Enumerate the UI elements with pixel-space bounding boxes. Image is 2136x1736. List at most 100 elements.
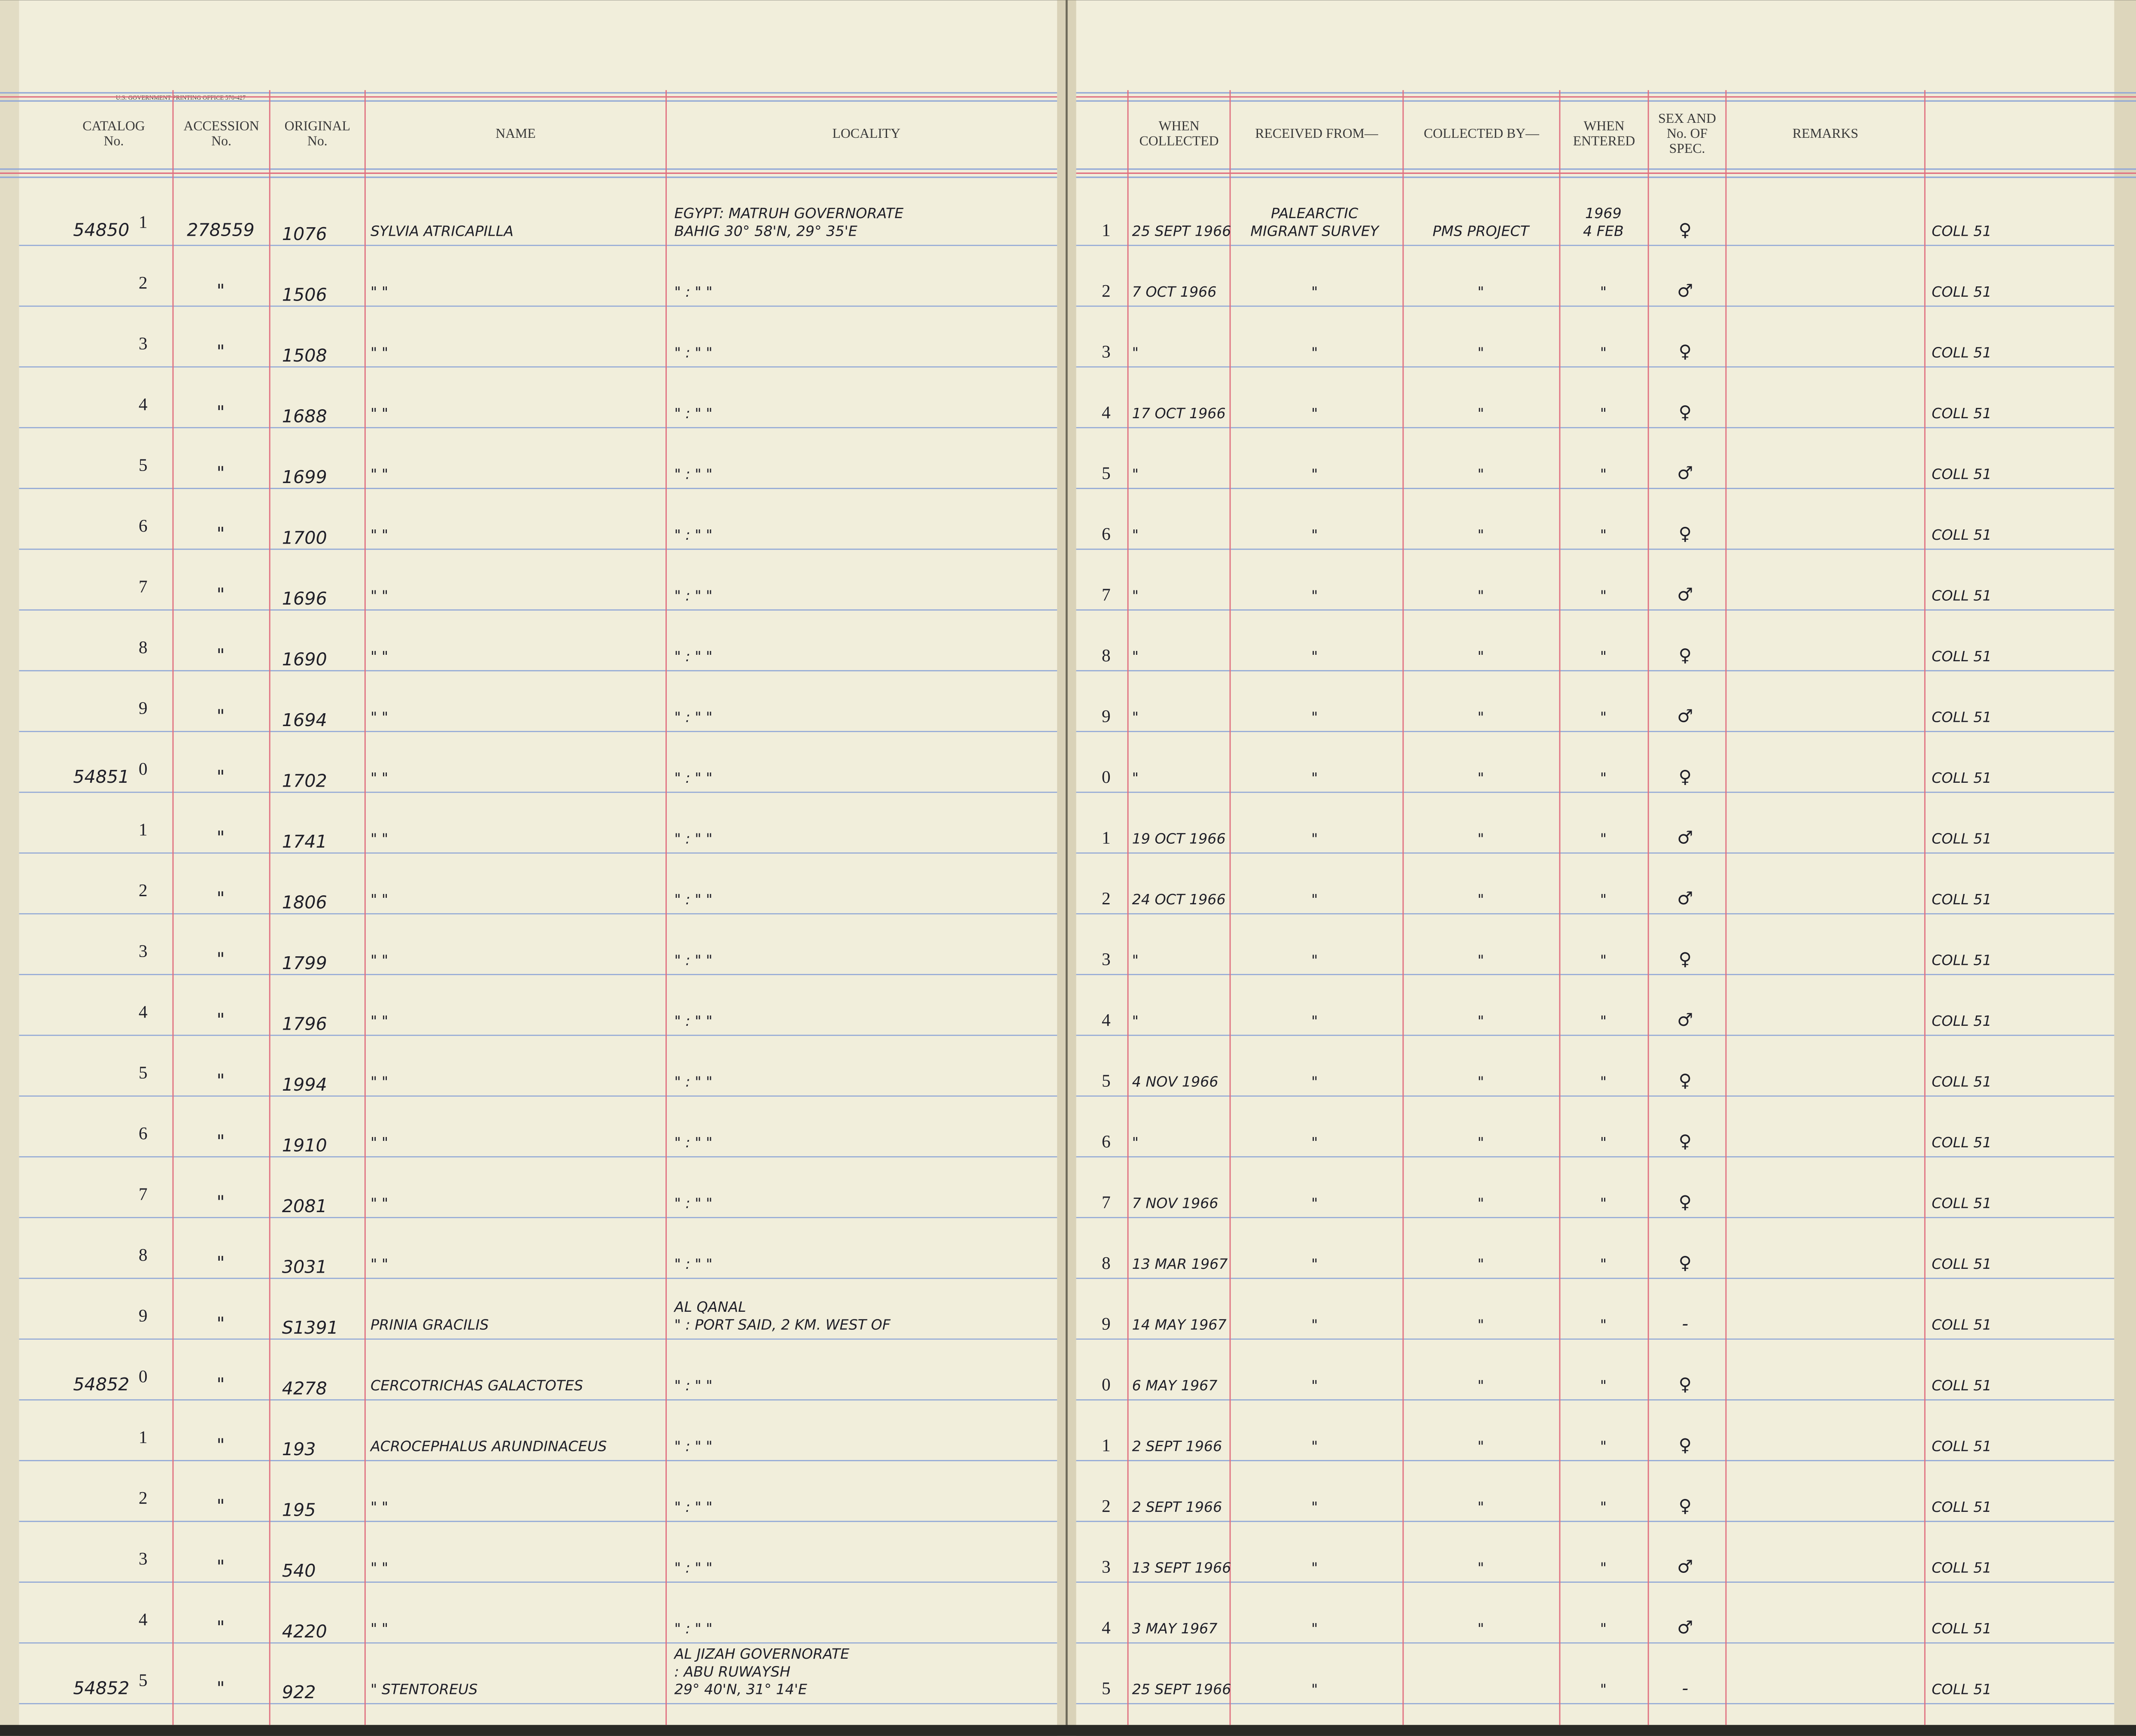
collected-by: " bbox=[1477, 1073, 1484, 1090]
remarks: COLL 51 bbox=[1932, 1620, 1992, 1637]
line-no: 3 bbox=[1102, 1557, 1111, 1576]
accession-no: " bbox=[217, 827, 225, 848]
accession-no: " bbox=[217, 1678, 225, 1699]
locality: " : " " bbox=[675, 283, 713, 300]
name: " " bbox=[371, 648, 388, 665]
remarks: COLL 51 bbox=[1932, 1073, 1992, 1090]
original-no: 193 bbox=[282, 1439, 316, 1459]
sex: ♂ bbox=[1677, 888, 1693, 909]
when-entered: 1969 bbox=[1585, 205, 1622, 222]
accession-no: " bbox=[217, 1374, 225, 1395]
when-entered: " bbox=[1600, 1377, 1607, 1394]
name: SYLVIA ATRICAPILLA bbox=[371, 222, 513, 239]
locality: " : " " bbox=[675, 830, 713, 847]
when-entered: 4 FEB bbox=[1583, 222, 1624, 239]
accession-no: " bbox=[217, 1435, 225, 1455]
line-no: 8 bbox=[1102, 1253, 1111, 1273]
received-from: " bbox=[1311, 1073, 1318, 1090]
line-no: 3 bbox=[1102, 949, 1111, 969]
when-collected: 14 MAY 1967 bbox=[1132, 1316, 1227, 1333]
sex: ♀ bbox=[1679, 1192, 1692, 1212]
accession-no: " bbox=[217, 949, 225, 969]
when-collected: 6 MAY 1967 bbox=[1132, 1377, 1218, 1394]
original-no: 1702 bbox=[282, 770, 327, 791]
original-no: 2081 bbox=[282, 1196, 327, 1216]
column-header: No. OF bbox=[1667, 126, 1708, 141]
line-no: 8 bbox=[139, 637, 148, 657]
accession-no: " bbox=[217, 1009, 225, 1030]
accession-no: " bbox=[217, 462, 225, 483]
line-no: 9 bbox=[1102, 1313, 1111, 1333]
when-entered: " bbox=[1600, 952, 1607, 968]
when-entered: " bbox=[1600, 1073, 1607, 1090]
accession-no: " bbox=[217, 1313, 225, 1334]
received-from: " bbox=[1311, 708, 1318, 725]
original-no: 1741 bbox=[282, 831, 327, 852]
column-header: COLLECTED bbox=[1139, 133, 1219, 148]
column-header: REMARKS bbox=[1793, 126, 1858, 141]
collected-by: " bbox=[1477, 587, 1484, 604]
received-from: " bbox=[1311, 1377, 1318, 1394]
original-no: 3031 bbox=[282, 1256, 327, 1277]
sex: ♂ bbox=[1677, 705, 1693, 726]
when-entered: " bbox=[1600, 283, 1607, 300]
accession-no: " bbox=[217, 645, 225, 666]
column-header: ENTERED bbox=[1573, 133, 1635, 148]
locality: " : " " bbox=[675, 769, 713, 786]
page-edge bbox=[2114, 0, 2136, 1736]
column-header: WHEN bbox=[1159, 118, 1200, 133]
sex: ♀ bbox=[1679, 766, 1692, 787]
name: " " bbox=[371, 1559, 388, 1576]
received-from: " bbox=[1311, 1134, 1318, 1151]
locality: " : " " bbox=[675, 344, 713, 361]
remarks: COLL 51 bbox=[1932, 648, 1992, 665]
when-entered: " bbox=[1600, 465, 1607, 482]
accession-no: 278559 bbox=[187, 219, 254, 240]
remarks: COLL 51 bbox=[1932, 222, 1992, 239]
when-collected: " bbox=[1132, 1012, 1139, 1029]
sex: ♀ bbox=[1679, 949, 1692, 969]
line-no: 6 bbox=[1102, 1131, 1111, 1151]
name: " STENTOREUS bbox=[371, 1681, 478, 1698]
line-no: 7 bbox=[1102, 584, 1111, 604]
line-no: 1 bbox=[1102, 220, 1111, 240]
name: " " bbox=[371, 891, 388, 908]
original-no: 1696 bbox=[282, 588, 327, 609]
locality: " : " " bbox=[675, 1438, 713, 1454]
remarks: COLL 51 bbox=[1932, 587, 1992, 604]
line-no: 5 bbox=[139, 1062, 148, 1082]
when-entered: " bbox=[1600, 769, 1607, 786]
original-no: 1694 bbox=[282, 710, 327, 730]
sex: ♀ bbox=[1679, 1070, 1692, 1091]
line-no: 7 bbox=[139, 576, 148, 596]
column-header: SPEC. bbox=[1669, 141, 1705, 156]
collected-by: " bbox=[1477, 1012, 1484, 1029]
name: " " bbox=[371, 830, 388, 847]
line-no: 4 bbox=[139, 1002, 148, 1022]
locality: " : " " bbox=[675, 1559, 713, 1576]
name: " " bbox=[371, 1012, 388, 1029]
sex: ♀ bbox=[1679, 1435, 1692, 1455]
collected-by: " bbox=[1477, 708, 1484, 725]
sex: ♂ bbox=[1677, 1617, 1693, 1638]
original-no: 1508 bbox=[282, 345, 327, 366]
received-from: " bbox=[1311, 1316, 1318, 1333]
received-from: PALEARCTIC bbox=[1271, 205, 1358, 222]
line-no: 2 bbox=[1102, 281, 1111, 301]
locality: 29° 40'N, 31° 14'E bbox=[675, 1681, 807, 1698]
name: " " bbox=[371, 1134, 388, 1151]
locality: " : " " bbox=[675, 708, 713, 725]
received-from: " bbox=[1311, 405, 1318, 422]
received-from: " bbox=[1311, 1499, 1318, 1515]
accession-no: " bbox=[217, 1496, 225, 1516]
printer-line: U.S. GOVERNMENT PRINTING OFFICE 570-427 bbox=[116, 94, 246, 101]
sex: - bbox=[1682, 1678, 1688, 1699]
when-entered: " bbox=[1600, 1256, 1607, 1272]
when-collected: 2 SEPT 1966 bbox=[1132, 1499, 1222, 1515]
when-collected: " bbox=[1132, 648, 1139, 665]
sex: ♀ bbox=[1679, 1253, 1692, 1273]
column-header: CATALOG bbox=[82, 118, 145, 133]
when-entered: " bbox=[1600, 1438, 1607, 1454]
sex: ♀ bbox=[1679, 341, 1692, 362]
accession-no: " bbox=[217, 402, 225, 423]
